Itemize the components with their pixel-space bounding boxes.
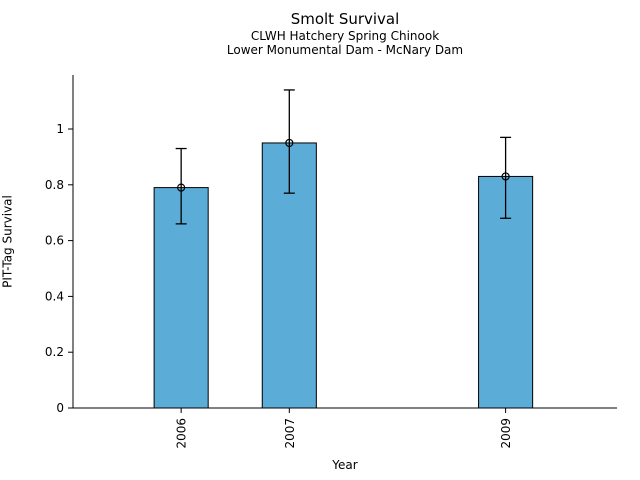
y-tick-label-0.8: 0.8 — [45, 178, 64, 192]
x-tick-label-2009: 2009 — [499, 418, 513, 449]
y-tick-label-1: 1 — [56, 122, 64, 136]
x-axis-title: Year — [332, 458, 358, 472]
x-tick-label-2007: 2007 — [283, 418, 297, 449]
y-tick-label-0: 0 — [56, 401, 64, 415]
chart-subtitle-line2: Lower Monumental Dam - McNary Dam — [226, 43, 464, 58]
chart-subtitle-line1: CLWH Hatchery Spring Chinook — [250, 29, 440, 43]
point-marker-2007 — [285, 138, 294, 148]
y-tick-label-0.4: 0.4 — [45, 289, 64, 303]
y-tick-label-0.6: 0.6 — [45, 234, 64, 248]
point-marker-2009 — [501, 172, 510, 181]
x-tick-label-2006: 2006 — [175, 418, 189, 449]
point-marker-2006 — [177, 183, 186, 192]
chart-title: Smolt Survival — [290, 10, 400, 28]
title-block: Smolt Survival CLWH Hatchery Spring Chin… — [73, 10, 617, 58]
y-tick-label-0.2: 0.2 — [45, 345, 64, 359]
y-axis-title: PIT-Tag Survival — [0, 195, 15, 288]
